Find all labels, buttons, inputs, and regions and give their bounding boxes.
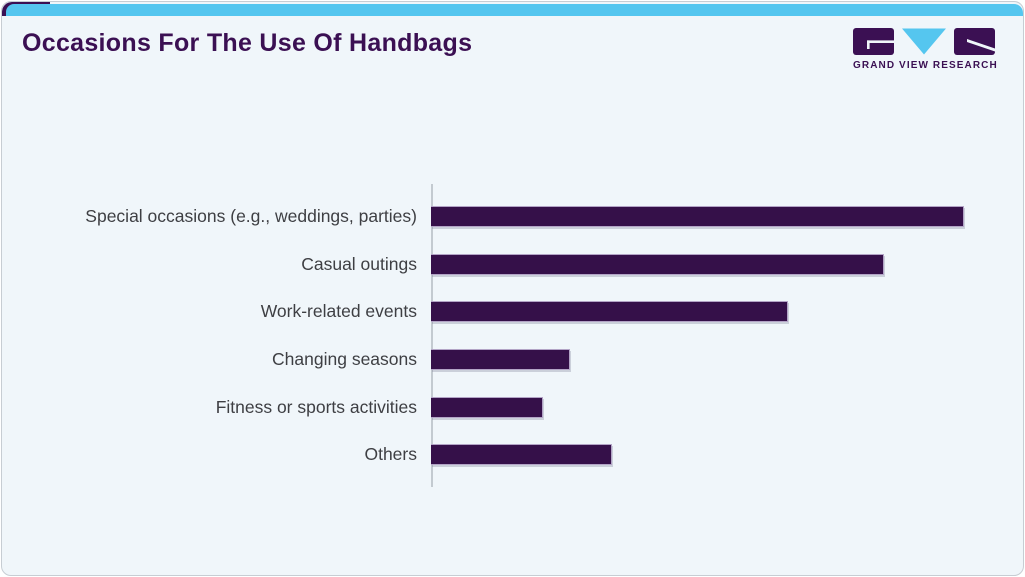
- chart-row: Special occasions (e.g., weddings, parti…: [2, 193, 1023, 241]
- category-label: Others: [364, 444, 417, 465]
- page-title: Occasions For The Use Of Handbags: [22, 29, 473, 57]
- bar-track: [431, 444, 1007, 466]
- bar-track: [431, 301, 1007, 323]
- category-label: Casual outings: [301, 253, 417, 274]
- value-bar: [431, 444, 613, 466]
- bar-chart: Special occasions (e.g., weddings, parti…: [2, 184, 1023, 487]
- value-bar: [431, 301, 789, 323]
- bar-track: [431, 396, 1007, 418]
- value-bar: [431, 206, 965, 228]
- chart-row: Fitness or sports activities: [2, 383, 1023, 431]
- value-bar: [431, 396, 543, 418]
- gvr-logo-text: GRAND VIEW RESEARCH: [853, 60, 998, 71]
- category-label: Changing seasons: [272, 349, 417, 370]
- gvr-logo-icon: [853, 28, 995, 55]
- bar-track: [431, 349, 1007, 371]
- category-label: Fitness or sports activities: [215, 396, 417, 417]
- chart-rows: Special occasions (e.g., weddings, parti…: [2, 193, 1023, 479]
- top-accent-bar: [6, 4, 1023, 16]
- bar-track: [431, 206, 1007, 228]
- chart-row: Work-related events: [2, 288, 1023, 336]
- chart-row: Casual outings: [2, 241, 1023, 289]
- bar-track: [431, 253, 1007, 275]
- chart-row: Others: [2, 431, 1023, 479]
- y-axis-line: [431, 184, 433, 487]
- category-label: Work-related events: [260, 301, 417, 322]
- value-bar: [431, 253, 885, 275]
- category-label: Special occasions (e.g., weddings, parti…: [85, 206, 417, 227]
- gvr-logo: GRAND VIEW RESEARCH: [853, 28, 998, 71]
- value-bar: [431, 349, 570, 371]
- chart-row: Changing seasons: [2, 336, 1023, 384]
